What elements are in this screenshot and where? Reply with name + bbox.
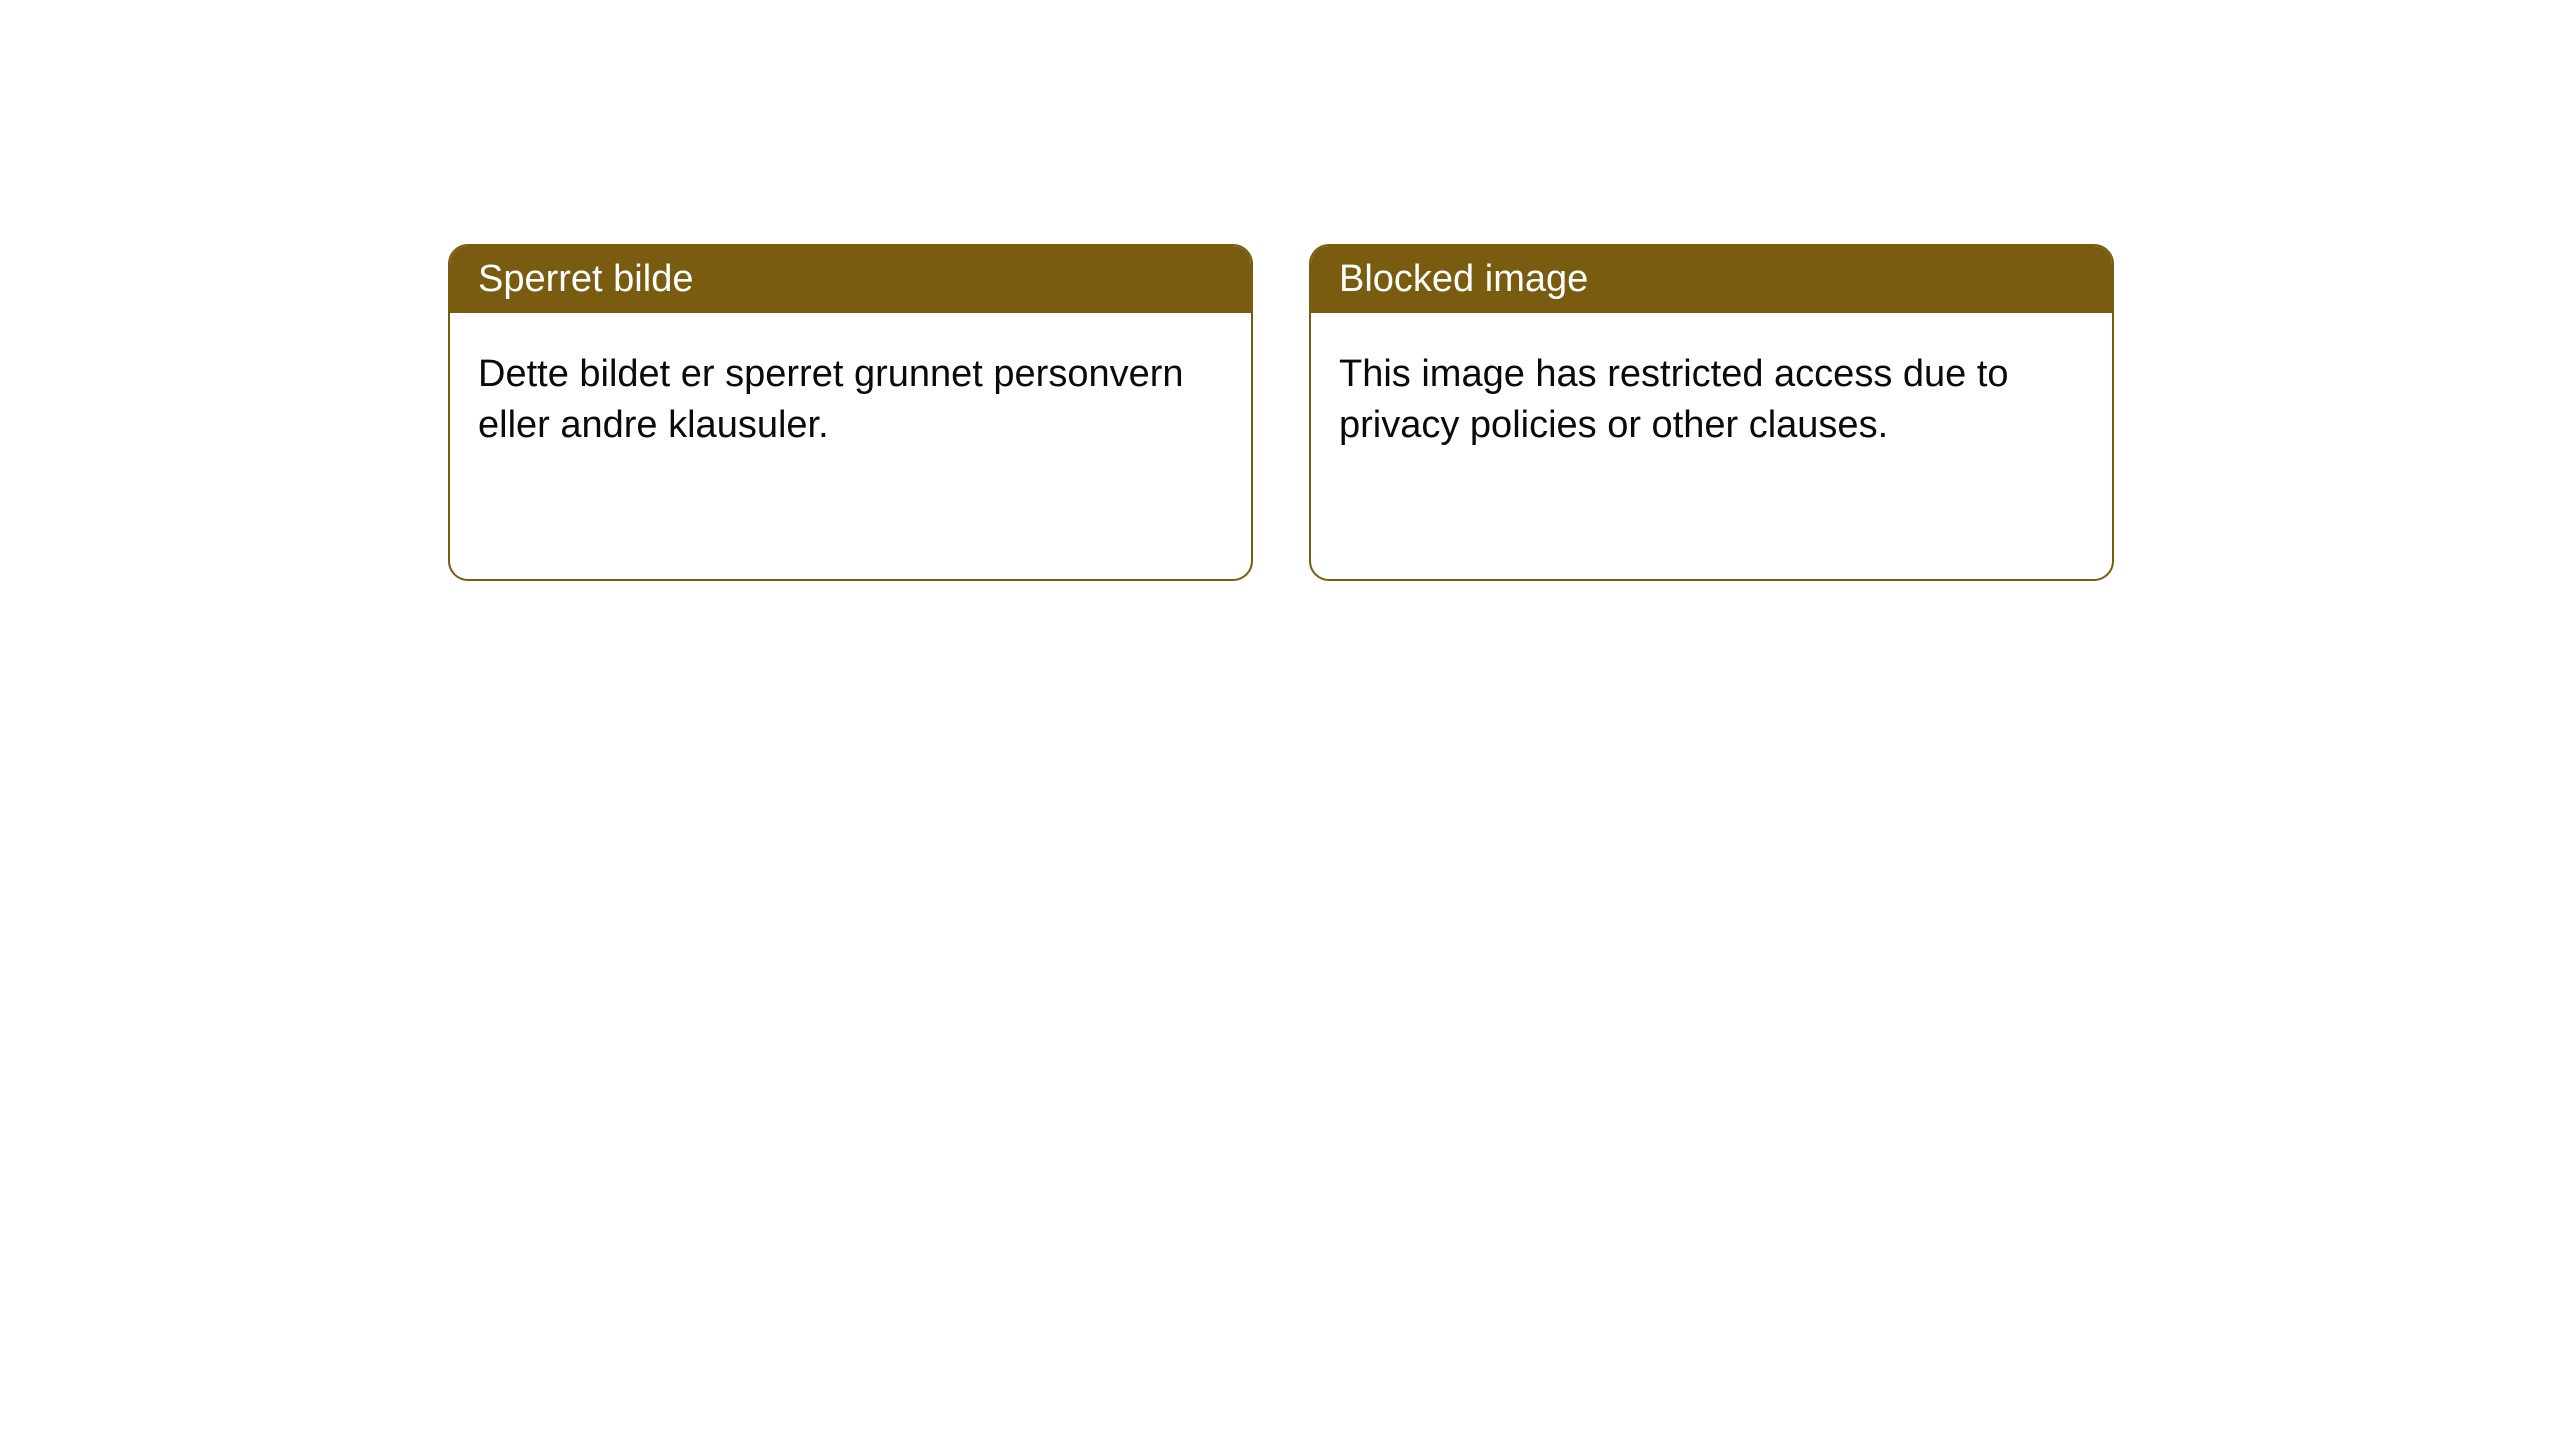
notice-title-english: Blocked image: [1339, 258, 1588, 300]
notice-card-header-english: Blocked image: [1311, 246, 2112, 313]
notice-card-body-norwegian: Dette bildet er sperret grunnet personve…: [450, 313, 1251, 488]
notice-title-norwegian: Sperret bilde: [478, 258, 693, 300]
notice-body-text-english: This image has restricted access due to …: [1339, 353, 2009, 446]
notice-card-header-norwegian: Sperret bilde: [450, 246, 1251, 313]
notice-body-text-norwegian: Dette bildet er sperret grunnet personve…: [478, 353, 1184, 446]
notice-card-norwegian: Sperret bilde Dette bildet er sperret gr…: [448, 244, 1253, 581]
notice-card-body-english: This image has restricted access due to …: [1311, 313, 2112, 488]
notice-card-english: Blocked image This image has restricted …: [1309, 244, 2114, 581]
notice-container: Sperret bilde Dette bildet er sperret gr…: [0, 0, 2560, 581]
